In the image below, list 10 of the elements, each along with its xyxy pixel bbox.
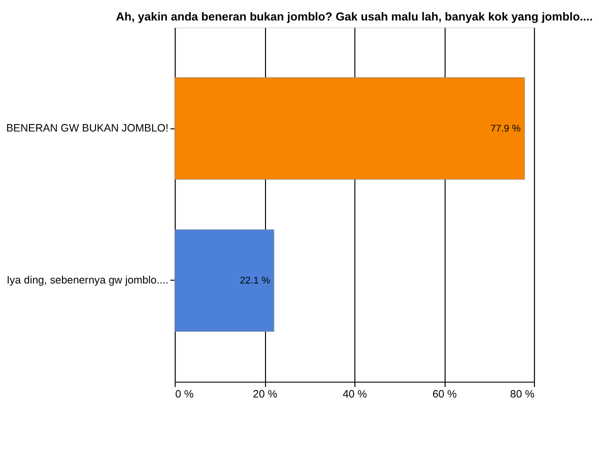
x-tick-label: 60 % xyxy=(432,388,458,401)
x-tick-label: 40 % xyxy=(342,388,368,401)
chart-title: Ah, yakin anda beneran bukan jomblo? Gak usah malu lah, banyak kok yang jomblo.... xyxy=(116,10,593,24)
y-tick-label: BENERAN GW BUKAN JOMBLO! xyxy=(6,122,168,134)
data-label: 77.9 % xyxy=(490,123,522,134)
x-tick-label: 20 % xyxy=(252,388,278,401)
y-tick-label: Iya ding, sebenernya gw jomblo.... xyxy=(6,274,168,286)
data-label: 22.1 % xyxy=(240,275,270,286)
x-tick-label: 0 % xyxy=(175,388,194,401)
x-tick-label: 80 % xyxy=(510,388,535,401)
